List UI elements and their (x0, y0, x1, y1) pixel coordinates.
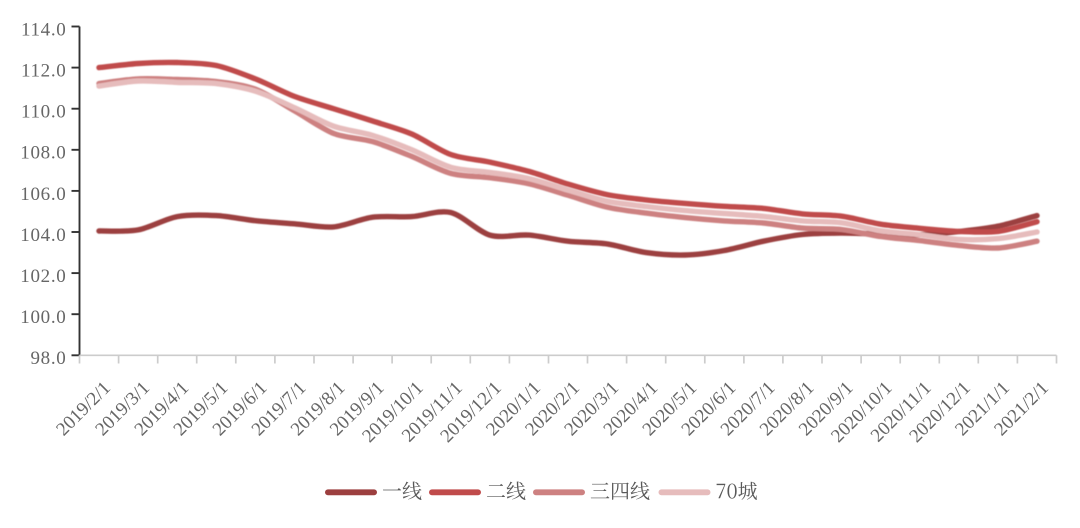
svg-text:102.0: 102.0 (20, 266, 66, 287)
svg-text:98.0: 98.0 (30, 348, 66, 369)
svg-text:106.0: 106.0 (20, 184, 66, 205)
svg-text:114.0: 114.0 (21, 19, 67, 40)
svg-text:100.0: 100.0 (20, 307, 66, 328)
svg-text:104.0: 104.0 (20, 225, 66, 246)
svg-text:110.0: 110.0 (21, 102, 67, 123)
svg-text:112.0: 112.0 (21, 61, 67, 82)
svg-text:108.0: 108.0 (20, 143, 66, 164)
